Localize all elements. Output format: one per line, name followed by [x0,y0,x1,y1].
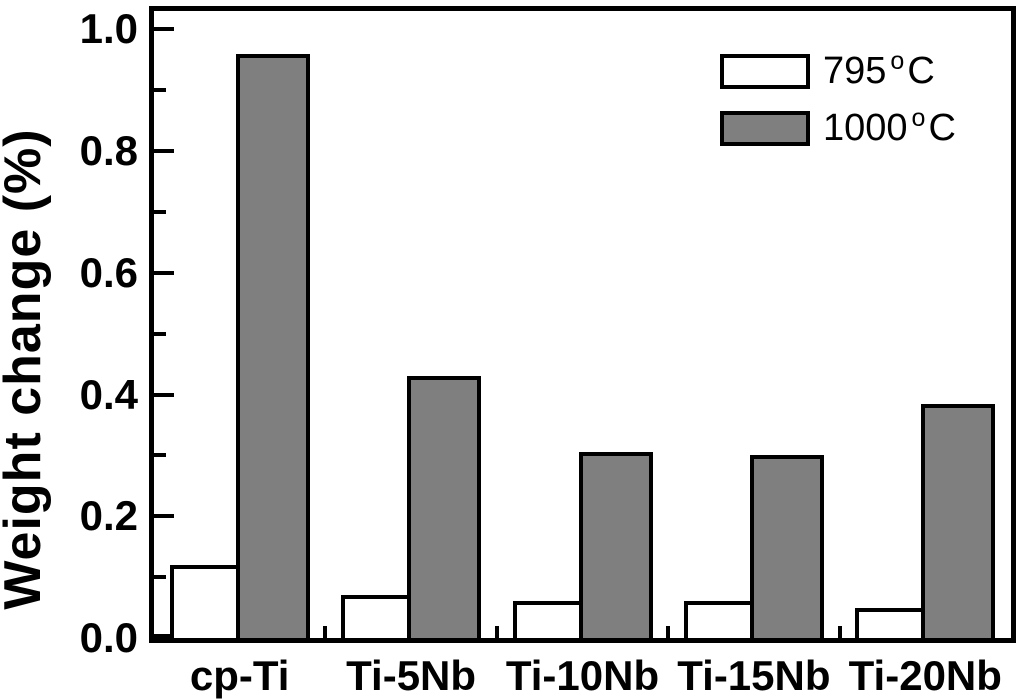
y-axis-minor-tick [154,331,166,336]
degree-superscript: o [911,104,926,132]
bar-cp-Ti-795 [169,565,240,638]
y-axis-minor-tick [154,88,166,93]
y-axis-major-tick [154,27,174,32]
legend-item-1000: 1000 oC [720,104,956,150]
y-tick-label: 0.4 [79,370,138,418]
bar-Ti-15Nb-1000 [749,455,824,638]
x-category-label-Ti-10Nb: Ti-10Nb [505,652,660,699]
x-category-label-Ti-5Nb: Ti-5Nb [346,652,477,699]
bar-Ti-5Nb-795 [341,595,412,638]
legend-temp-unit: C [907,50,935,92]
x-axis-boundary-tick [837,626,842,638]
legend-temp-value: 1000 [823,107,908,149]
x-axis-boundary-tick [494,626,499,638]
y-tick-label: 0.0 [79,614,138,661]
y-tick-label: 0.8 [79,127,138,174]
y-axis-minor-tick [154,209,166,214]
legend-item-795: 795 oC [720,47,935,93]
legend-label-1000: 1000 oC [823,104,956,150]
legend-temp-value: 795 [823,50,887,92]
bar-Ti-10Nb-795 [512,601,583,638]
bar-Ti-15Nb-795 [683,601,754,638]
y-axis-minor-tick [154,575,166,580]
y-axis-major-tick [154,514,174,519]
legend-swatch-795 [720,54,810,89]
legend-temp-unit: C [928,107,956,149]
x-axis-boundary-tick [323,626,328,638]
y-axis-major-tick [154,634,174,638]
bar-Ti-5Nb-1000 [407,376,482,638]
y-tick-label: 0.2 [79,492,138,540]
x-category-label-cp-Ti: cp-Ti [189,652,290,699]
x-axis-boundary-tick [666,626,671,638]
y-axis-minor-tick [154,453,166,458]
plot-area: 795 oC 1000 oC [149,6,1016,643]
y-axis-major-tick [154,392,174,397]
x-category-label-Ti-20Nb: Ti-20Nb [848,652,1002,699]
x-category-label-Ti-15Nb: Ti-15Nb [677,652,831,699]
degree-superscript: o [890,47,905,75]
y-axis-major-tick [154,149,174,154]
bar-Ti-20Nb-795 [855,608,926,638]
bar-Ti-20Nb-1000 [921,404,996,638]
legend-swatch-1000 [720,111,810,146]
bar-Ti-10Nb-1000 [578,452,653,638]
y-tick-label: 1.0 [79,5,138,53]
y-axis-major-tick [154,270,174,275]
y-tick-label: 0.6 [79,248,138,296]
legend-label-795: 795 oC [823,47,935,93]
bar-cp-Ti-1000 [235,54,310,638]
